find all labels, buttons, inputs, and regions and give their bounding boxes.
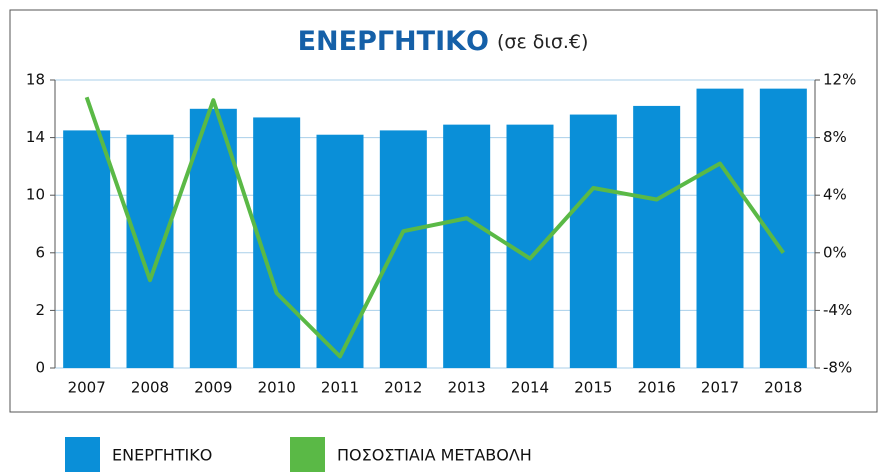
- y2-tick-label: -4%: [823, 301, 852, 319]
- x-tick-label: 2018: [764, 379, 802, 397]
- bar: [569, 114, 617, 368]
- y-tick-label: 2: [35, 301, 45, 319]
- y2-tick-label: 12%: [823, 71, 856, 89]
- x-tick-label: 2009: [194, 379, 232, 397]
- bar: [126, 134, 174, 368]
- legend-swatch: [65, 437, 100, 472]
- y2-tick-label: -8%: [823, 359, 852, 377]
- chart-title: ΕΝΕΡΓΗΤΙΚΟ: [298, 26, 489, 57]
- legend-label: ΠΟΣΟΣΤΙΑΙΑ ΜΕΤΑΒΟΛΗ: [337, 446, 532, 465]
- y-tick-label: 0: [35, 359, 45, 377]
- bar: [633, 105, 681, 369]
- y2-tick-label: 8%: [823, 128, 847, 146]
- bar: [379, 130, 427, 368]
- x-tick-label: 2017: [701, 379, 739, 397]
- chart-heading: ΕΝΕΡΓΗΤΙΚΟ (σε δισ.€): [298, 26, 589, 57]
- bar: [316, 134, 364, 368]
- x-tick-label: 2008: [131, 379, 169, 397]
- x-tick-label: 2012: [384, 379, 422, 397]
- bar: [443, 124, 491, 368]
- legend-label: ΕΝΕΡΓΗΤΙΚΟ: [112, 446, 212, 465]
- x-tick-label: 2011: [321, 379, 359, 397]
- y2-tick-label: 4%: [823, 186, 847, 204]
- x-tick-label: 2016: [638, 379, 676, 397]
- y2-tick-label: 0%: [823, 243, 847, 261]
- bar: [63, 130, 111, 368]
- line-series: [84, 96, 785, 359]
- bar: [696, 88, 744, 368]
- y-tick-label: 10: [26, 186, 45, 204]
- x-tick-label: 2007: [68, 379, 106, 397]
- legend-swatch: [290, 437, 325, 472]
- chart-subtitle: (σε δισ.€): [497, 31, 588, 53]
- x-tick-label: 2013: [448, 379, 486, 397]
- y-tick-label: 14: [26, 128, 45, 146]
- x-tick-label: 2015: [574, 379, 612, 397]
- chart-frame: [9, 9, 878, 413]
- x-tick-label: 2010: [258, 379, 296, 397]
- y-tick-label: 6: [35, 243, 45, 261]
- y-tick-label: 18: [26, 71, 45, 89]
- x-tick-label: 2014: [511, 379, 549, 397]
